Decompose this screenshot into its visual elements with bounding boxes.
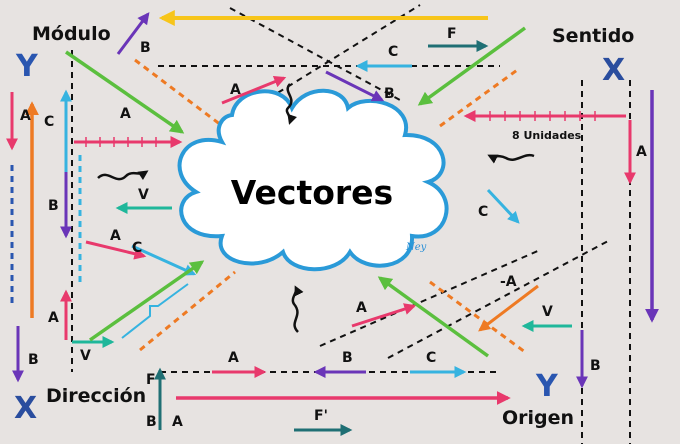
label-b-bottom-left: B: [146, 414, 157, 430]
axis-y-bottom-right: Y: [535, 369, 559, 404]
corner-label-modulo: Módulo: [32, 23, 111, 45]
label-a-left-vert: A: [20, 108, 31, 124]
label-neg-a-right: -A: [500, 274, 517, 290]
green-arrow-top-left: [65, 50, 185, 134]
label-a-bottom: A: [228, 350, 239, 366]
label-a-left-top: A: [120, 106, 131, 122]
label-a-top: A: [230, 82, 241, 98]
label-b-left-low: B: [28, 352, 39, 368]
label-v-left-low: V: [80, 348, 91, 364]
label-a-bottom-left: A: [172, 414, 183, 430]
label-a-left-mid: A: [110, 228, 121, 244]
green-arrow-top-right: [417, 26, 527, 106]
tick-marks-right: [489, 111, 596, 121]
label-v-left: V: [138, 187, 149, 203]
author-signature: Ney: [405, 242, 427, 253]
label-b-top: B: [140, 40, 151, 56]
label-b-right-low: B: [590, 358, 601, 374]
corner-label-sentido: Sentido: [552, 25, 634, 47]
label-f-prime-bottom: F': [314, 408, 328, 424]
label-a-right-vert: A: [636, 144, 647, 160]
blue-arrow-c-left-mid: [131, 244, 197, 276]
orange-arrow-neg-a: [478, 284, 539, 332]
squiggle-arrow-top: [285, 83, 297, 125]
axis-x-bottom-left: X: [14, 391, 37, 426]
label-f-bottom-left: F: [146, 372, 156, 388]
label-c-right: C: [478, 204, 488, 220]
axis-x-top-right: X: [602, 53, 625, 88]
label-b-mid-top: B: [384, 86, 395, 102]
zigzag-line-left: [121, 283, 189, 339]
label-c-bottom: C: [426, 350, 436, 366]
label-f-top: F: [447, 26, 457, 42]
label-c-left-vert: C: [44, 114, 54, 130]
squiggle-arrow-left: [97, 170, 149, 181]
label-a-center-low: A: [356, 300, 367, 316]
squiggle-arrow-bottom: [291, 285, 304, 333]
label-c-left-mid: C: [132, 240, 142, 256]
page-title: Vectores: [231, 173, 393, 212]
label-v-right: V: [542, 304, 553, 320]
pink-arrow-a-center-low: [351, 303, 417, 328]
label-b-left-vert: B: [48, 198, 59, 214]
green-arrow-right-low: [377, 276, 490, 358]
title-cloud: [177, 88, 449, 272]
purple-arrow-b-mid: [325, 70, 385, 102]
label-c-top: C: [388, 44, 398, 60]
purple-arrow-top-left: [116, 12, 150, 55]
label-b-bottom: B: [342, 350, 353, 366]
pink-arrow-a-top: [221, 76, 287, 105]
label-a-left-low: A: [48, 310, 59, 326]
green-arrow-left-low: [88, 260, 205, 342]
corner-label-origen: Origen: [502, 407, 574, 429]
units-label: 8 Unidades: [512, 129, 582, 142]
squiggle-arrow-right: [487, 153, 535, 164]
pink-arrow-a-left-mid: [85, 240, 147, 260]
corner-label-direccion: Dirección: [46, 385, 146, 407]
axis-y-top-left: Y: [15, 49, 39, 84]
tick-marks-left: [85, 137, 157, 147]
blue-arrow-c-right: [486, 188, 520, 224]
